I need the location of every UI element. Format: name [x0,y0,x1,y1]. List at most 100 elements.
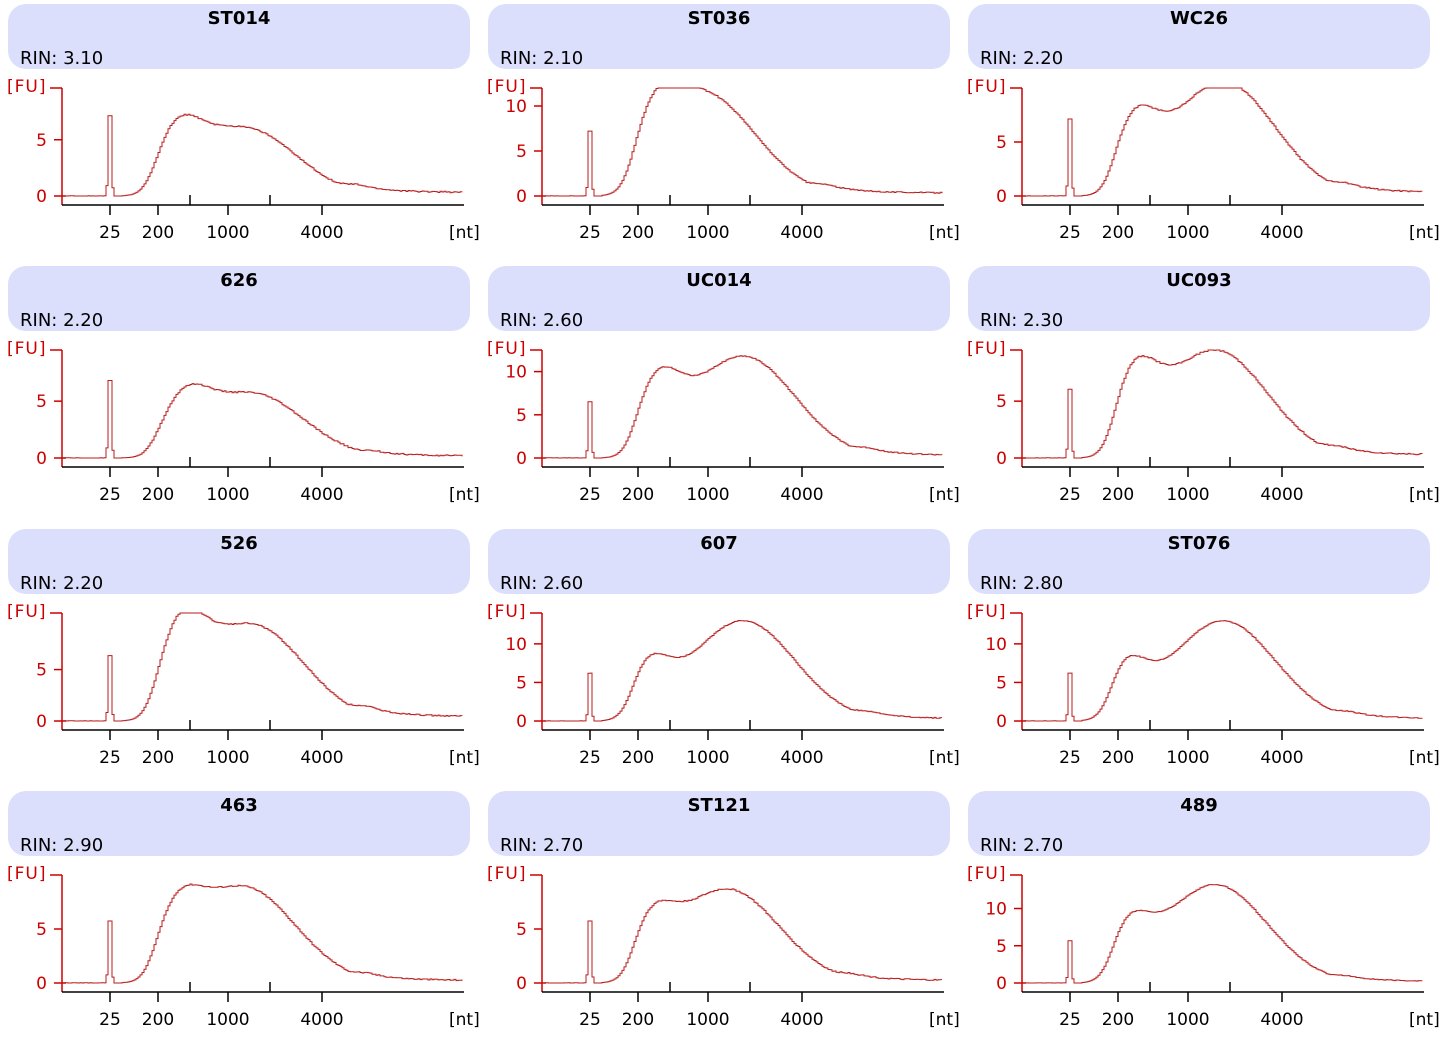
x-tick-label: 25 [579,748,601,768]
x-tick-label: 1000 [1166,1010,1209,1030]
electropherogram-plot: [FU] 0 5 10 25 200 1000 4000 [nt] [487,77,960,243]
sample-header: 526 RIN: 2.20 [8,529,470,594]
sample-panel: 489 RIN: 2.70 [FU] 0 5 10 25 200 1000 4000 [nt] [960,787,1440,1049]
y-unit-label: [FU] [967,864,1007,884]
y-unit-label: [FU] [7,602,47,622]
y-unit-label: [FU] [967,77,1007,97]
x-unit-label: [nt] [449,485,480,505]
y-tick-label: 0 [516,974,527,994]
rin-value: RIN: 2.70 [980,835,1064,856]
y-tick-label: 10 [985,900,1007,920]
y-unit-label: [FU] [7,864,47,884]
x-tick-label: 200 [622,485,654,505]
x-unit-label: [nt] [1409,748,1440,768]
x-tick-label: 4000 [300,223,343,243]
y-unit-label: [FU] [487,339,527,359]
x-unit-label: [nt] [449,223,480,243]
x-unit-label: [nt] [929,223,960,243]
sample-panel: 626 RIN: 2.20 [FU] 0 5 25 200 1000 4000 [nt] [0,262,480,524]
y-tick-label: 5 [36,131,47,151]
x-tick-label: 25 [579,485,601,505]
x-tick-label: 200 [622,1010,654,1030]
electropherogram-plot: [FU] 0 5 10 25 200 1000 4000 [nt] [967,864,1440,1030]
electropherogram-trace [542,620,942,722]
x-tick-label: 200 [1102,223,1134,243]
sample-header: ST121 RIN: 2.70 [488,791,950,856]
y-tick-label: 0 [516,187,527,207]
x-tick-label: 200 [622,223,654,243]
x-tick-label: 200 [1102,1010,1134,1030]
y-tick-label: 0 [36,449,47,469]
electropherogram-plot: [FU] 0 5 25 200 1000 4000 [nt] [7,602,480,768]
electropherogram-trace [542,87,943,197]
sample-panel: 607 RIN: 2.60 [FU] 0 5 10 25 200 1000 4000 [nt] [480,525,960,787]
x-unit-label: [nt] [929,748,960,768]
y-unit-label: [FU] [7,77,47,97]
y-tick-label: 5 [516,406,527,426]
x-tick-label: 1000 [686,748,729,768]
x-tick-label: 1000 [206,223,249,243]
x-unit-label: [nt] [449,1010,480,1030]
x-tick-label: 1000 [206,748,249,768]
sample-title: UC093 [1166,270,1232,291]
y-unit-label: [FU] [487,77,527,97]
sample-title: WC26 [1169,8,1229,29]
electropherogram-plot: [FU] 0 5 25 200 1000 4000 [nt] [7,339,480,505]
sample-panel: 463 RIN: 2.90 [FU] 0 5 25 200 1000 4000 [nt] [0,787,480,1049]
electropherogram-trace [62,612,463,722]
electropherogram-plot: [FU] 0 5 10 25 200 1000 4000 [nt] [487,339,960,505]
x-tick-label: 25 [579,1010,601,1030]
x-tick-label: 25 [99,223,121,243]
x-tick-label: 25 [99,485,121,505]
x-tick-label: 4000 [780,1010,823,1030]
y-unit-label: [FU] [487,864,527,884]
y-tick-label: 10 [505,635,527,655]
y-tick-label: 5 [36,392,47,412]
y-tick-label: 5 [996,673,1007,693]
x-tick-label: 200 [142,223,174,243]
x-tick-label: 4000 [780,748,823,768]
sample-panel: ST076 RIN: 2.80 [FU] 0 5 10 25 200 1000 4000 [nt] [960,525,1440,787]
y-tick-label: 0 [996,712,1007,732]
x-tick-label: 1000 [1166,485,1209,505]
x-tick-label: 25 [99,1010,121,1030]
y-tick-label: 5 [996,133,1007,153]
y-tick-label: 0 [996,187,1007,207]
y-unit-label: [FU] [487,602,527,622]
y-tick-label: 5 [36,661,47,681]
x-unit-label: [nt] [449,748,480,768]
x-tick-label: 200 [142,1010,174,1030]
electropherogram-trace [1022,620,1423,722]
sample-header: ST036 RIN: 2.10 [488,4,950,69]
electropherogram-trace [542,355,943,459]
y-unit-label: [FU] [967,339,1007,359]
sample-header: UC093 RIN: 2.30 [968,266,1430,331]
electropherogram-plot: [FU] 0 5 25 200 1000 4000 [nt] [7,77,480,243]
x-tick-label: 4000 [300,1010,343,1030]
electropherogram-plot: [FU] 0 5 10 25 200 1000 4000 [nt] [967,602,1440,768]
electropherogram-trace [1022,884,1423,984]
rin-value: RIN: 2.20 [20,573,104,594]
electropherogram-trace [1022,87,1423,197]
y-tick-label: 0 [996,974,1007,994]
electropherogram-trace [1022,349,1423,459]
x-unit-label: [nt] [929,1010,960,1030]
y-tick-label: 5 [996,937,1007,957]
sample-title: 463 [220,795,258,816]
sample-header: 626 RIN: 2.20 [8,266,470,331]
x-tick-label: 1000 [686,485,729,505]
x-tick-label: 4000 [1260,485,1303,505]
y-unit-label: [FU] [967,602,1007,622]
sample-title: ST076 [1167,533,1231,554]
sample-header: 607 RIN: 2.60 [488,529,950,594]
y-tick-label: 0 [996,449,1007,469]
y-tick-label: 5 [516,920,527,940]
x-tick-label: 1000 [1166,748,1209,768]
x-tick-label: 25 [1059,1010,1081,1030]
electropherogram-plot: [FU] 0 5 10 25 200 1000 4000 [nt] [487,602,960,768]
y-tick-label: 0 [36,712,47,732]
x-tick-label: 1000 [686,1010,729,1030]
rin-value: RIN: 3.10 [20,48,104,69]
x-tick-label: 1000 [206,1010,249,1030]
sample-header: WC26 RIN: 2.20 [968,4,1430,69]
